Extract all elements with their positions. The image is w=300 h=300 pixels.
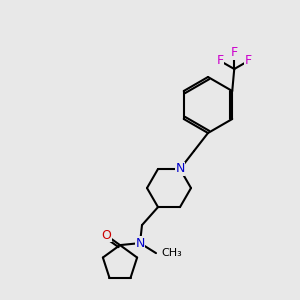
Text: N: N [175, 163, 185, 176]
Text: N: N [135, 237, 145, 250]
Text: CH₃: CH₃ [161, 248, 182, 258]
Text: O: O [101, 229, 111, 242]
Text: F: F [245, 55, 252, 68]
Text: F: F [231, 46, 238, 59]
Text: F: F [217, 55, 224, 68]
